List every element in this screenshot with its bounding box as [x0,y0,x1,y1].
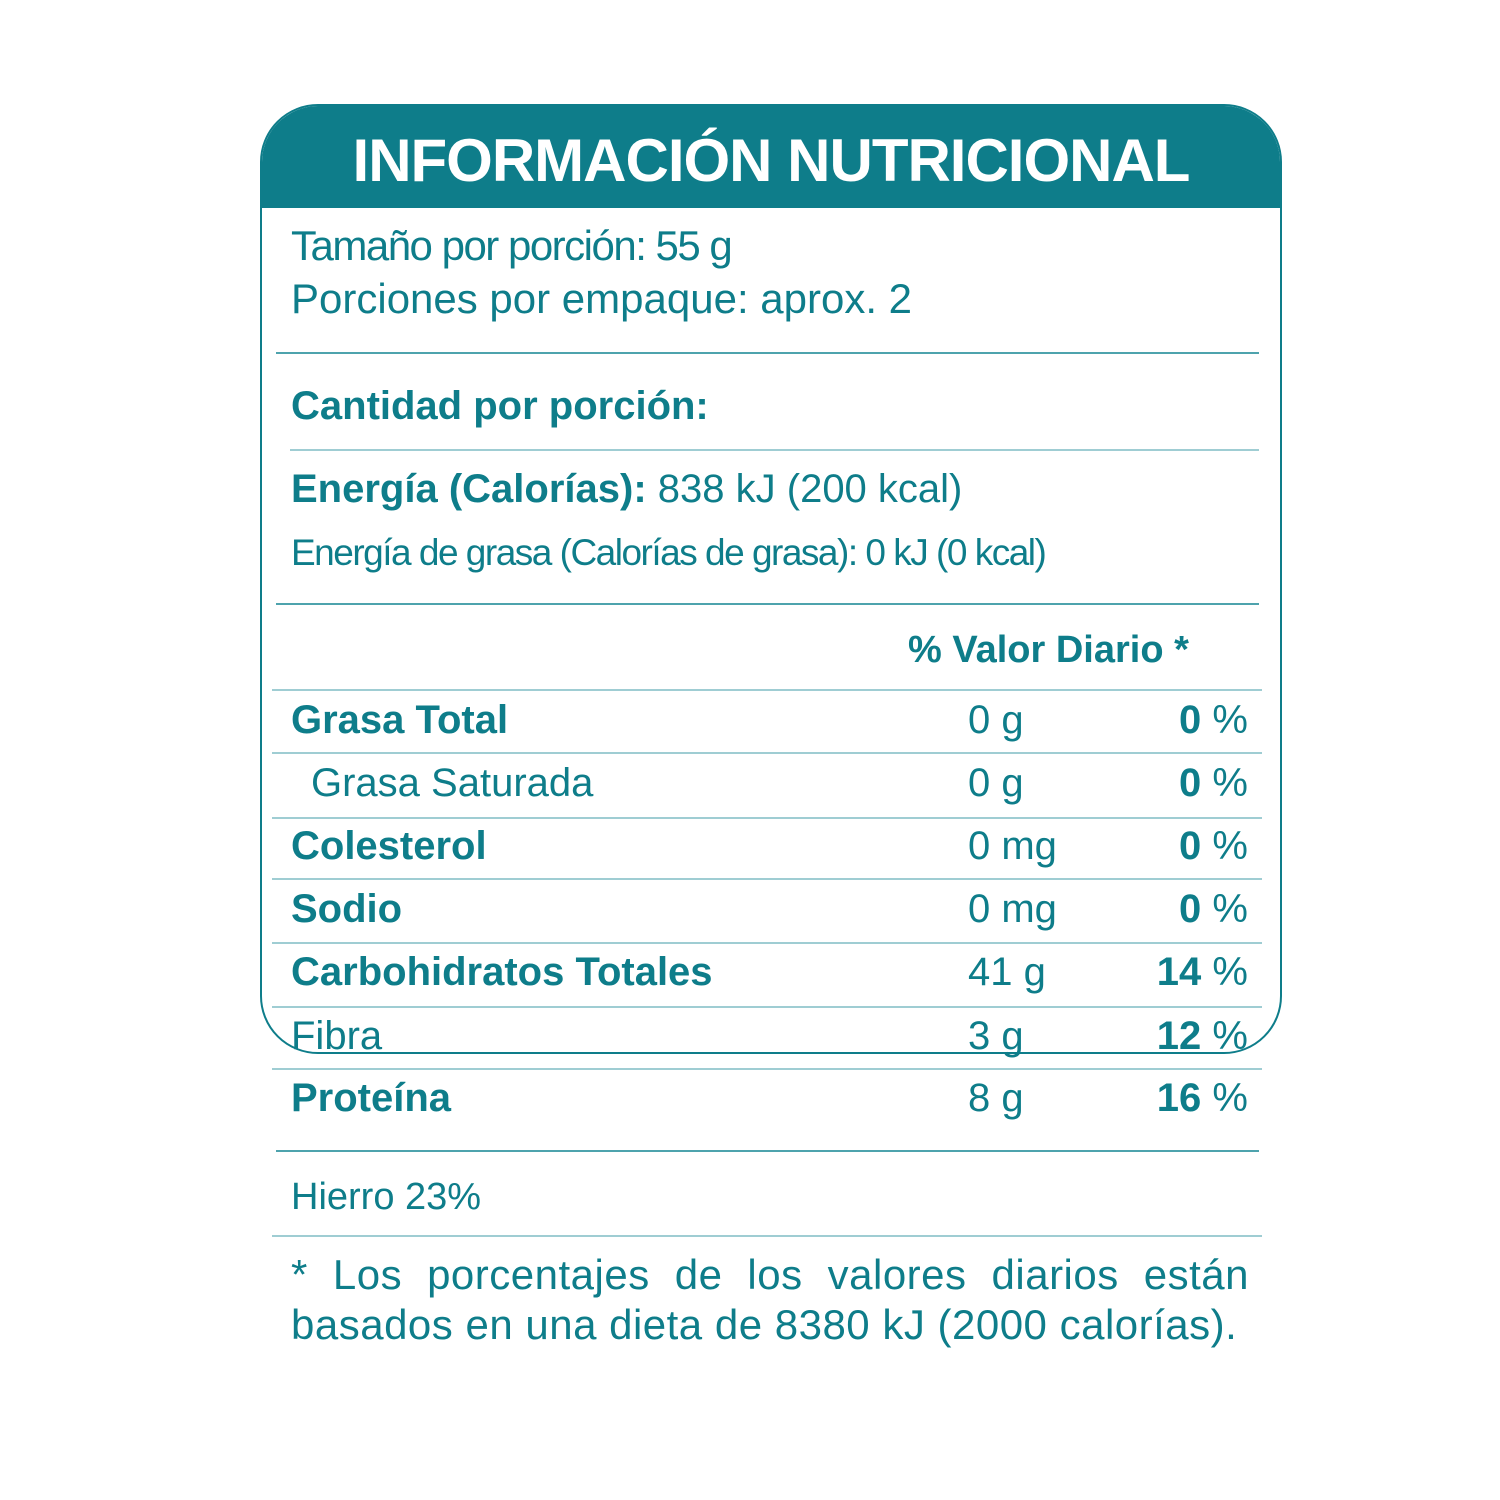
nutrient-daily-value: 16 % [1156,1076,1248,1120]
nutrient-daily-value: 14 % [1156,950,1248,994]
energy-from-fat: Energía de grasa (Calorías de grasa): 0 … [291,532,1047,573]
nutrition-facts-label: INFORMACIÓN NUTRICIONAL [260,104,1282,1054]
nutrient-amount: 0 g [968,761,1024,805]
energy-value: 838 kJ (200 kcal) [657,467,963,511]
nutrient-amount: 0 mg [968,887,1057,931]
nutrient-amount: 8 g [968,1076,1024,1120]
nutrient-name: Grasa Total [291,698,509,742]
label-header: INFORMACIÓN NUTRICIONAL [262,106,1280,208]
serving-size: Tamaño por porción: 55 g [291,222,733,269]
divider [272,1235,1262,1237]
iron-value: Hierro 23% [291,1176,482,1218]
nutrient-daily-value: 0 % [1179,761,1248,805]
footnote: * Los porcentajes de los valores diarios… [291,1251,1249,1348]
divider [272,689,1262,691]
nutrient-daily-value: 0 % [1179,824,1248,868]
nutrient-daily-value: 12 % [1156,1014,1248,1058]
nutrient-amount: 0 mg [968,824,1057,868]
nutrient-name: Sodio [291,887,403,931]
divider [272,878,1262,880]
label-title: INFORMACIÓN NUTRICIONAL [352,127,1191,194]
divider [272,1068,1262,1070]
nutrient-amount: 0 g [968,698,1024,742]
divider [290,449,1259,451]
nutrient-daily-value: 0 % [1179,698,1248,742]
nutrient-amount: 41 g [968,950,1046,994]
divider [272,752,1262,754]
nutrient-name: Proteína [291,1076,452,1120]
energy-label: Energía (Calorías): [291,467,647,511]
energy-line: Energía (Calorías): 838 kJ (200 kcal) [291,467,962,512]
nutrient-name: Colesterol [291,824,487,868]
nutrient-name: Fibra [291,1014,383,1058]
daily-value-header: % Valor Diario * [908,629,1189,671]
amount-per-serving-heading: Cantidad por porción: [291,384,709,428]
divider [272,1006,1262,1008]
servings-per-container: Porciones por empaque: aprox. 2 [291,275,913,322]
divider [276,603,1259,605]
nutrient-name: Carbohidratos Totales [291,950,713,994]
divider [276,352,1259,354]
divider [276,1150,1259,1152]
nutrient-daily-value: 0 % [1179,887,1248,931]
nutrient-amount: 3 g [968,1014,1024,1058]
nutrient-name: Grasa Saturada [311,761,594,805]
divider [272,942,1262,944]
divider [272,817,1262,819]
